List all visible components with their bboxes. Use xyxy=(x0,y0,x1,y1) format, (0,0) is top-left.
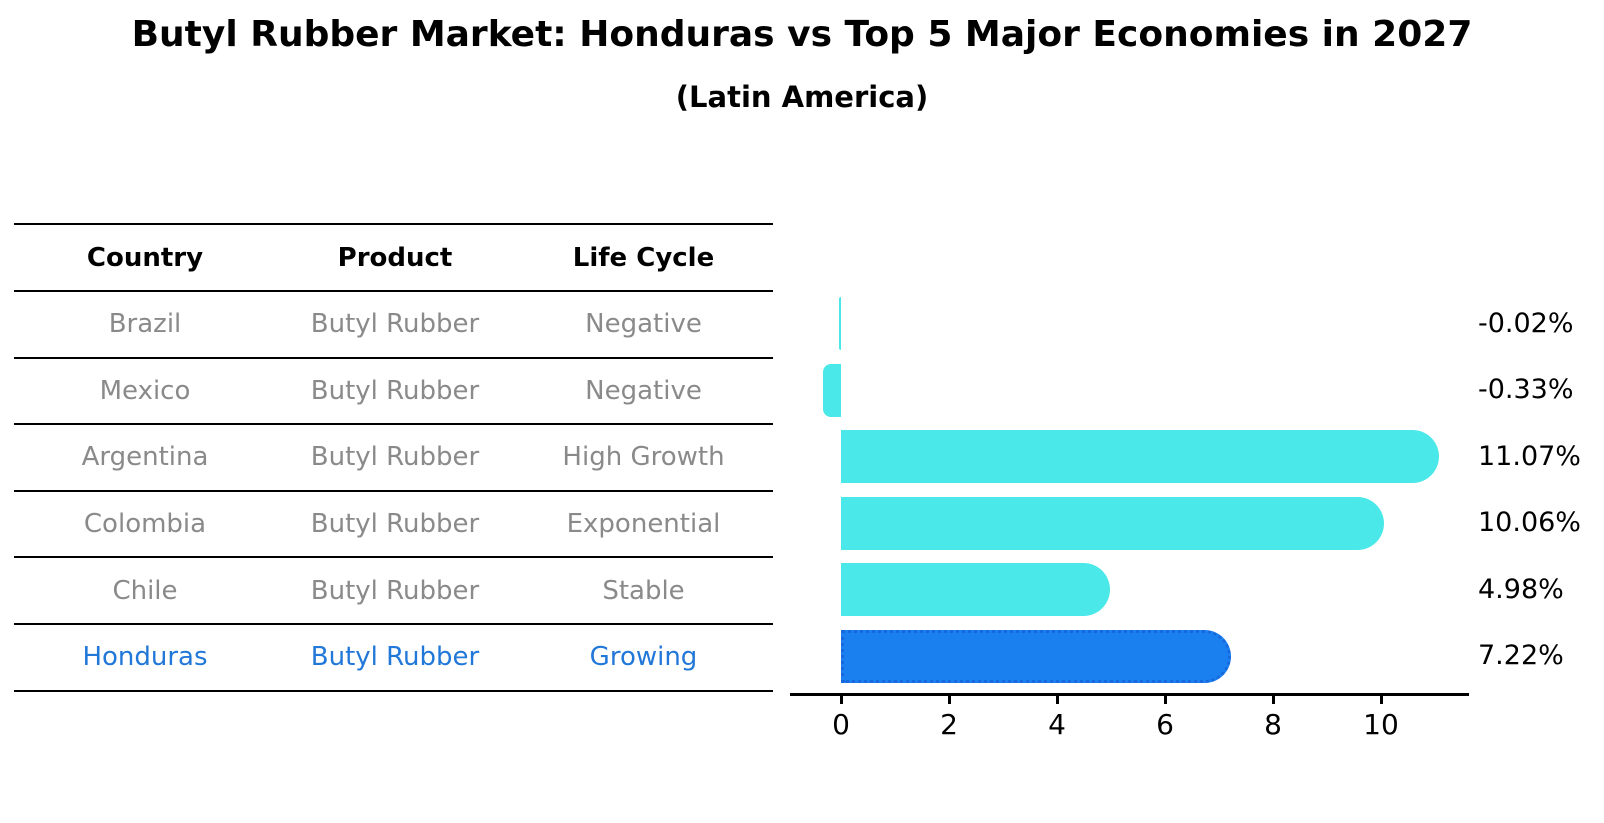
x-axis-tick-label: 2 xyxy=(940,708,958,741)
x-axis-tick xyxy=(1163,693,1167,704)
page-title: Butyl Rubber Market: Honduras vs Top 5 M… xyxy=(131,14,1473,55)
cell-country: Argentina xyxy=(81,442,209,473)
x-axis-tick-label: 10 xyxy=(1363,708,1399,741)
cell-life-cycle: High Growth xyxy=(562,442,725,473)
cell-country: Chile xyxy=(112,575,178,606)
cell-product: Butyl Rubber xyxy=(310,575,480,606)
bar-chart: -0.02% -0.33% 11.07% 10.06% 4.98% 7.22% 0 2 4 6 8 1… xyxy=(790,280,1581,741)
value-label-brazil: -0.02% xyxy=(1478,307,1574,339)
table-row-chile: Chile Butyl Rubber Stable xyxy=(14,558,773,625)
x-axis-tick-label: 4 xyxy=(1048,708,1066,741)
data-table: Country Product Life Cycle Brazil Butyl R… xyxy=(14,223,773,692)
value-label-honduras: 7.22% xyxy=(1478,640,1564,671)
column-header-product: Product xyxy=(337,242,453,273)
cell-product: Butyl Rubber xyxy=(310,642,480,673)
x-axis-tick xyxy=(1379,693,1383,704)
cell-life-cycle: Negative xyxy=(585,375,702,406)
x-axis-tick-label: 8 xyxy=(1264,708,1282,741)
table-row-brazil: Brazil Butyl Rubber Negative xyxy=(14,292,773,359)
bar-argentina xyxy=(841,430,1439,483)
cell-product: Butyl Rubber xyxy=(310,442,480,473)
table-row-colombia: Colombia Butyl Rubber Exponential xyxy=(14,492,773,559)
cell-life-cycle: Exponential xyxy=(566,509,721,540)
value-label-colombia: 10.06% xyxy=(1478,507,1581,538)
value-label-chile: 4.98% xyxy=(1478,573,1564,605)
column-header-life-cycle: Life Cycle xyxy=(572,242,715,273)
cell-country: Colombia xyxy=(83,509,207,540)
value-label-argentina: 11.07% xyxy=(1478,440,1581,472)
x-axis-tick-label: 0 xyxy=(832,708,850,741)
x-axis-tick-label: 6 xyxy=(1156,708,1174,741)
table-row-argentina: Argentina Butyl Rubber High Growth xyxy=(14,425,773,492)
cell-country: Brazil xyxy=(108,309,182,340)
bar-honduras xyxy=(841,629,1231,683)
table-header-row: Country Product Life Cycle xyxy=(14,225,773,292)
cell-product: Butyl Rubber xyxy=(310,375,480,406)
page-subtitle: (Latin America) xyxy=(675,80,929,114)
value-label-mexico: -0.33% xyxy=(1478,374,1574,405)
cell-life-cycle: Growing xyxy=(589,642,698,673)
x-axis-tick xyxy=(1271,693,1275,704)
bar-colombia xyxy=(841,496,1385,550)
column-header-country: Country xyxy=(86,242,204,273)
bar-chile xyxy=(841,563,1110,616)
table-row-mexico: Mexico Butyl Rubber Negative xyxy=(14,359,773,426)
cell-product: Butyl Rubber xyxy=(310,309,480,340)
cell-country: Mexico xyxy=(99,375,191,406)
table-body: Brazil Butyl Rubber Negative Mexico Butyl Ru… xyxy=(14,292,773,692)
cell-life-cycle: Stable xyxy=(602,575,685,606)
x-axis-tick xyxy=(947,693,951,704)
cell-country: Honduras xyxy=(82,642,208,673)
bar-brazil xyxy=(839,297,841,350)
bar-mexico xyxy=(823,363,841,417)
x-axis-tick xyxy=(1055,693,1059,704)
cell-life-cycle: Negative xyxy=(585,309,702,340)
x-axis-tick xyxy=(839,693,843,704)
table-row-honduras: Honduras Butyl Rubber Growing xyxy=(14,625,773,692)
cell-product: Butyl Rubber xyxy=(310,509,480,540)
